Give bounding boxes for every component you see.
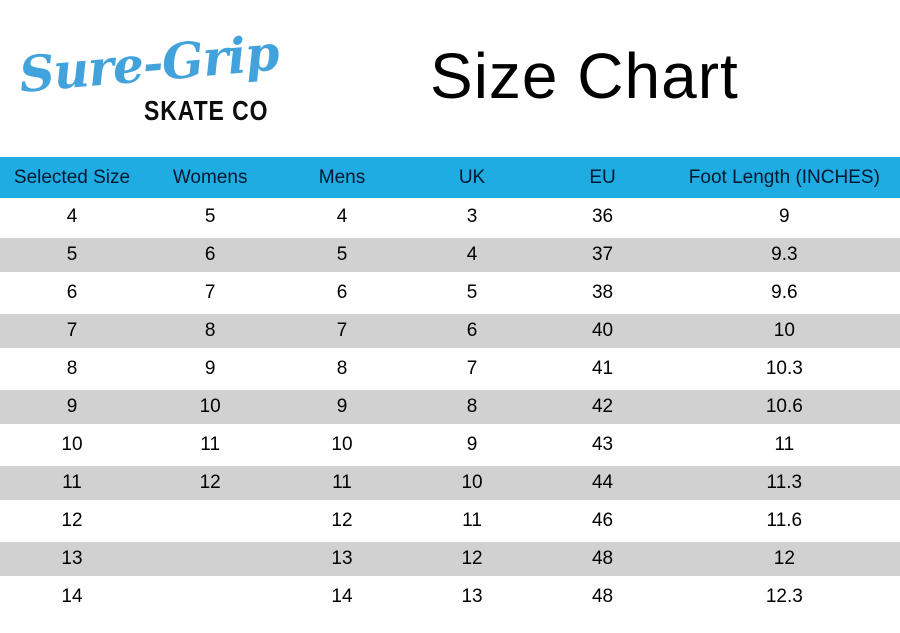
table-header-row: Selected Size Womens Mens UK EU Foot Length (… <box>0 157 900 198</box>
table-cell: 12 <box>0 502 144 540</box>
table-cell: 4 <box>0 198 144 236</box>
column-header: EU <box>536 157 669 198</box>
table-cell: 11 <box>668 426 900 464</box>
table-body: 4 5 4 3 36 9 5 6 5 4 37 9.3 6 7 6 5 38 9.6 7 8 7 6 40 10 8 9 8 7 41 1… <box>0 198 900 616</box>
table-cell: 9 <box>407 426 537 464</box>
size-chart-table: Selected Size Womens Mens UK EU Foot Length (… <box>0 157 900 616</box>
table-cell: 46 <box>536 502 669 540</box>
table-cell: 12 <box>668 540 900 578</box>
table-cell: 9 <box>276 388 408 426</box>
table-cell: 8 <box>144 312 277 350</box>
table-cell: 42 <box>536 388 669 426</box>
table-cell: 10 <box>668 312 900 350</box>
table-cell: 11 <box>276 464 408 502</box>
column-header: Womens <box>144 157 277 198</box>
table-cell: 7 <box>407 350 537 388</box>
table-cell: 7 <box>276 312 408 350</box>
table-cell <box>144 540 277 578</box>
table-cell: 8 <box>0 350 144 388</box>
table-cell: 10 <box>0 426 144 464</box>
page-title: Size Chart <box>430 40 739 112</box>
table-cell: 6 <box>144 236 277 274</box>
table-cell: 11.6 <box>668 502 900 540</box>
table-cell: 10 <box>144 388 277 426</box>
table-cell: 10 <box>407 464 537 502</box>
table-row: 13 13 12 48 12 <box>0 540 900 578</box>
table-cell: 11 <box>407 502 537 540</box>
logo-subtitle-text: SKATE CO <box>143 95 269 127</box>
table-cell: 40 <box>536 312 669 350</box>
table-cell: 10 <box>276 426 408 464</box>
table-cell: 36 <box>536 198 669 236</box>
table-cell: 11.3 <box>668 464 900 502</box>
table-cell: 7 <box>144 274 277 312</box>
table-cell: 12.3 <box>668 578 900 616</box>
column-header: Selected Size <box>0 157 144 198</box>
column-header: UK <box>407 157 537 198</box>
table-cell: 38 <box>536 274 669 312</box>
table-cell: 8 <box>276 350 408 388</box>
table-row: 12 12 11 46 11.6 <box>0 502 900 540</box>
table-cell: 12 <box>407 540 537 578</box>
table-cell: 5 <box>276 236 408 274</box>
table-cell: 9 <box>668 198 900 236</box>
table-row: 4 5 4 3 36 9 <box>0 198 900 236</box>
table-cell: 12 <box>144 464 277 502</box>
table-cell: 3 <box>407 198 537 236</box>
table-row: 11 12 11 10 44 11.3 <box>0 464 900 502</box>
table-cell: 9.3 <box>668 236 900 274</box>
table-cell: 9.6 <box>668 274 900 312</box>
table-cell: 14 <box>0 578 144 616</box>
column-header: Foot Length (INCHES) <box>668 157 900 198</box>
table-cell: 10.3 <box>668 350 900 388</box>
table-row: 7 8 7 6 40 10 <box>0 312 900 350</box>
table-cell: 6 <box>0 274 144 312</box>
table-cell: 5 <box>144 198 277 236</box>
table-cell: 13 <box>276 540 408 578</box>
table-cell: 5 <box>407 274 537 312</box>
table-cell: 8 <box>407 388 537 426</box>
column-header: Mens <box>276 157 408 198</box>
sure-grip-logo: Sure-Grip SKATE CO <box>17 22 281 127</box>
table-cell: 6 <box>276 274 408 312</box>
table-cell: 43 <box>536 426 669 464</box>
table-cell: 5 <box>0 236 144 274</box>
table-cell: 48 <box>536 540 669 578</box>
table-cell: 44 <box>536 464 669 502</box>
table-cell: 4 <box>276 198 408 236</box>
table-cell: 7 <box>0 312 144 350</box>
table-cell: 41 <box>536 350 669 388</box>
table-cell <box>144 502 277 540</box>
table-row: 5 6 5 4 37 9.3 <box>0 236 900 274</box>
table-header: Selected Size Womens Mens UK EU Foot Length (… <box>0 157 900 198</box>
table-cell: 12 <box>276 502 408 540</box>
table-cell: 37 <box>536 236 669 274</box>
table-row: 8 9 8 7 41 10.3 <box>0 350 900 388</box>
table-cell: 4 <box>407 236 537 274</box>
table-cell: 14 <box>276 578 408 616</box>
table-cell: 11 <box>144 426 277 464</box>
table-row: 9 10 9 8 42 10.6 <box>0 388 900 426</box>
table-cell: 9 <box>0 388 144 426</box>
table-cell <box>144 578 277 616</box>
table-row: 10 11 10 9 43 11 <box>0 426 900 464</box>
table-row: 6 7 6 5 38 9.6 <box>0 274 900 312</box>
table-cell: 11 <box>0 464 144 502</box>
table-cell: 10.6 <box>668 388 900 426</box>
table-row: 14 14 13 48 12.3 <box>0 578 900 616</box>
logo-script-text: Sure-Grip <box>16 23 281 105</box>
table-cell: 9 <box>144 350 277 388</box>
table-cell: 48 <box>536 578 669 616</box>
table-cell: 13 <box>407 578 537 616</box>
table-cell: 13 <box>0 540 144 578</box>
table-cell: 6 <box>407 312 537 350</box>
